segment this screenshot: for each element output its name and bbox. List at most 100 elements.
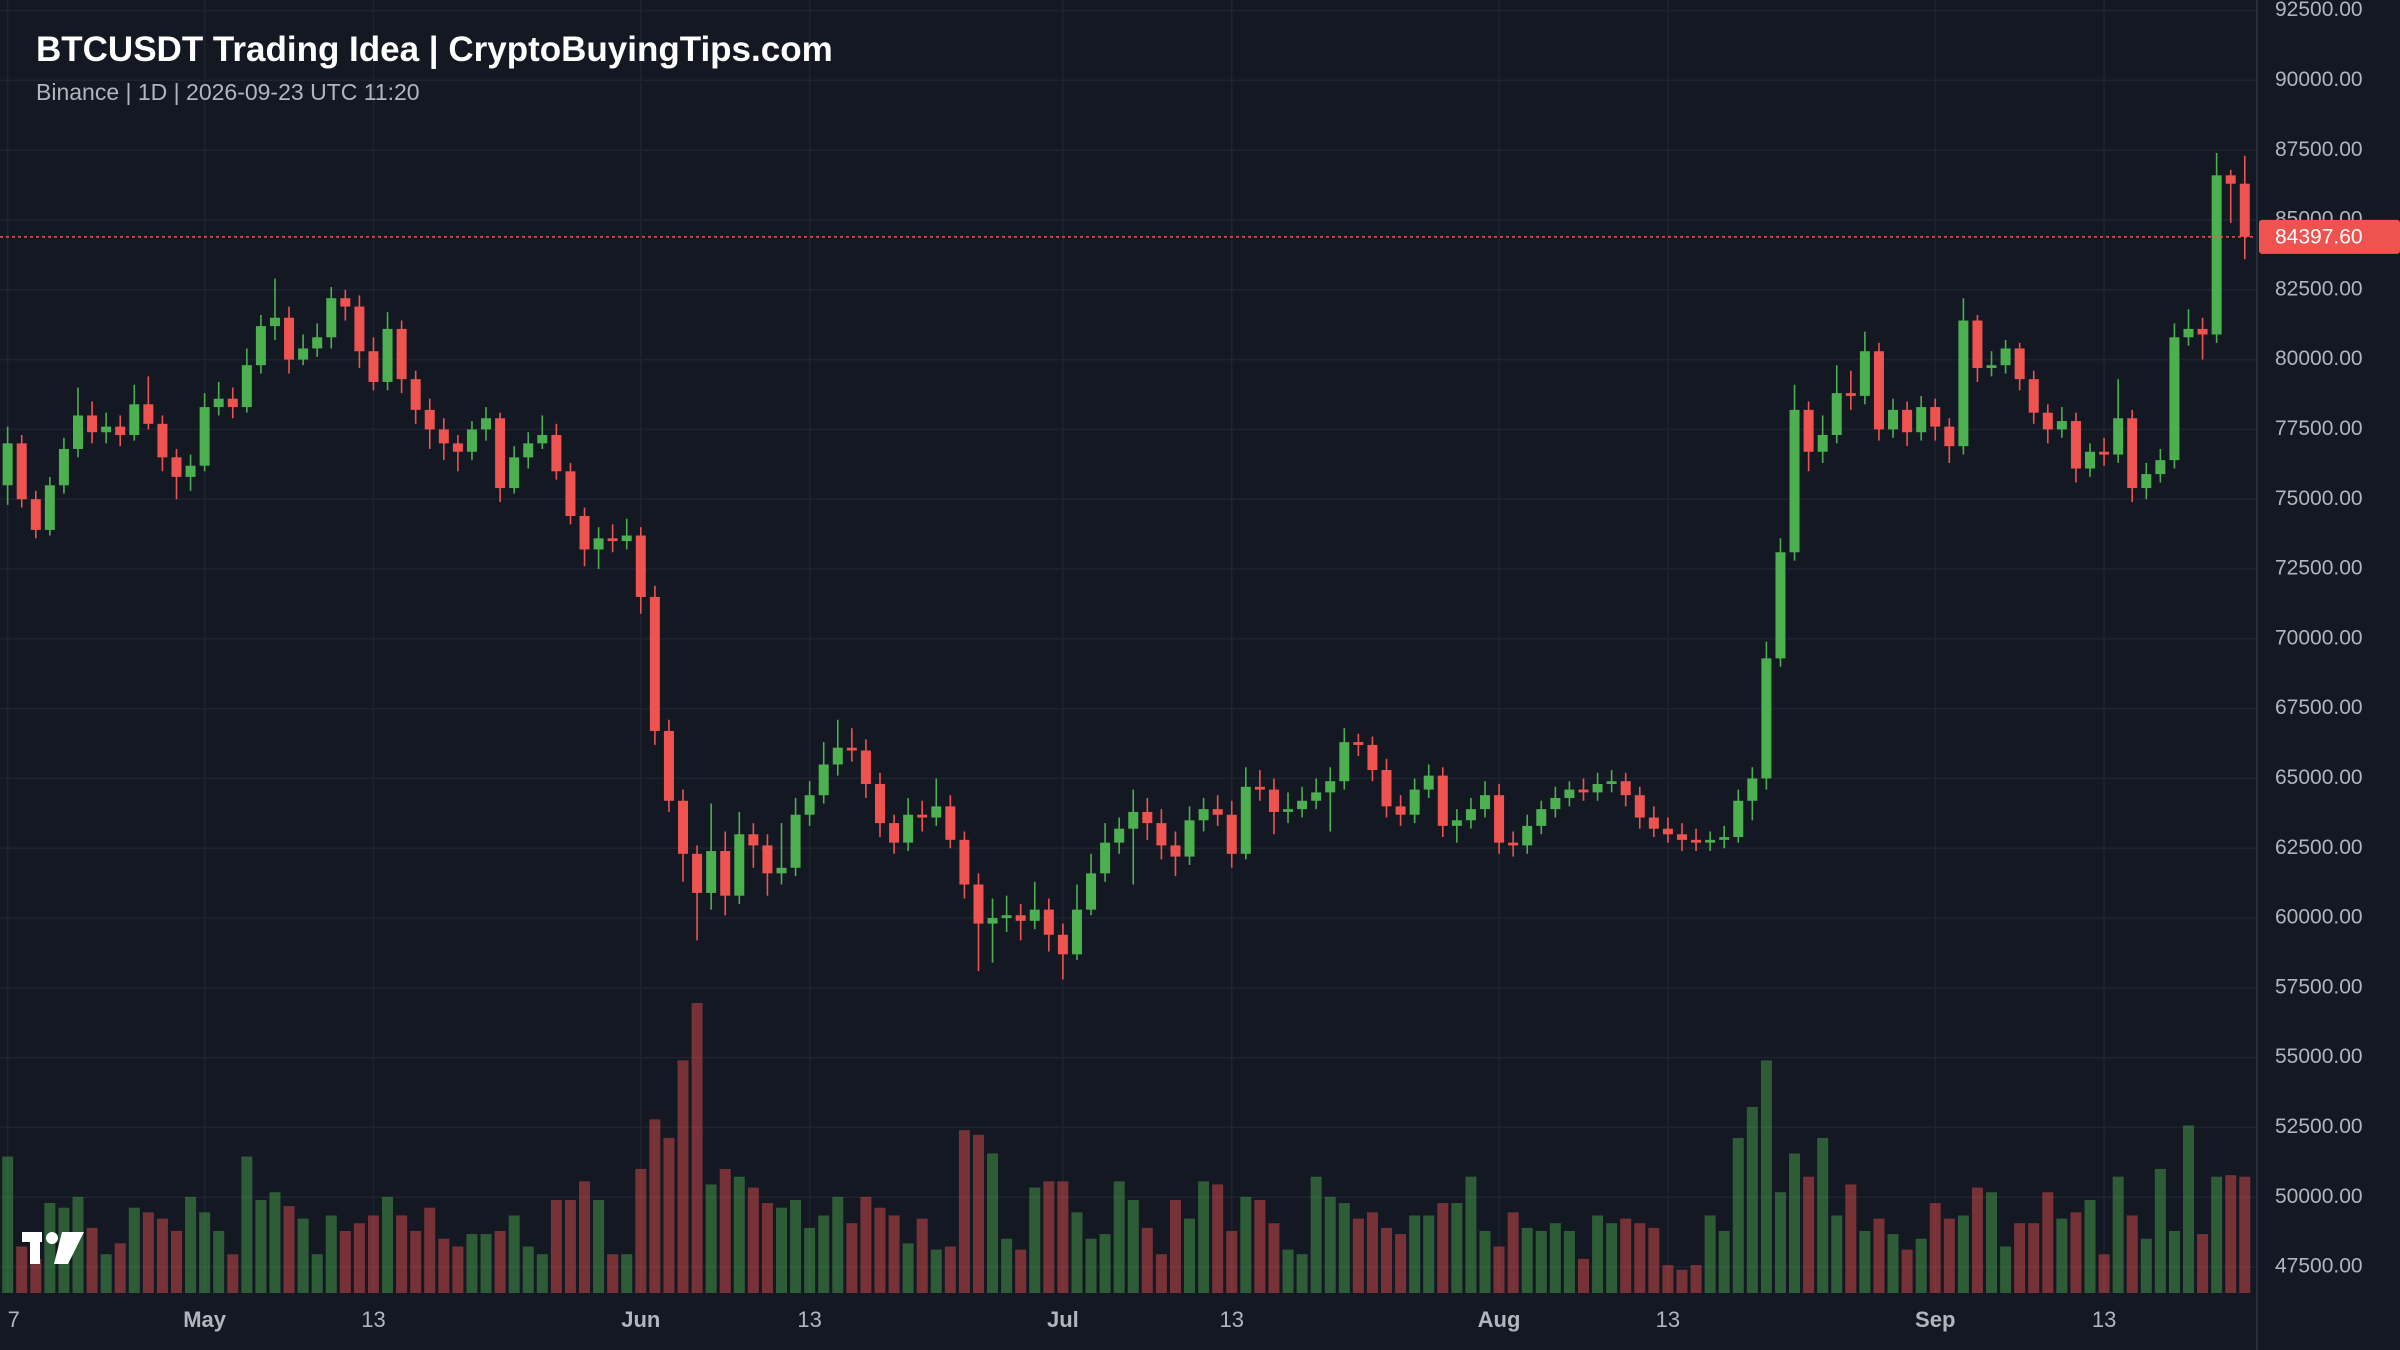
volume-bar bbox=[241, 1156, 253, 1293]
candle-body bbox=[1451, 820, 1462, 826]
candle-body bbox=[1972, 320, 1983, 368]
candle-body bbox=[762, 845, 773, 874]
candle-body bbox=[1381, 770, 1392, 807]
candle-body bbox=[579, 515, 590, 550]
candle-body bbox=[2070, 421, 2081, 469]
volume-bar bbox=[508, 1215, 520, 1293]
volume-bar bbox=[2140, 1238, 2152, 1293]
candle-body bbox=[1592, 784, 1603, 793]
volume-bar bbox=[1901, 1249, 1913, 1293]
volume-bar bbox=[16, 1246, 28, 1293]
price-axis: 47500.00 50000.00 52500.00 55000.00 57500.00… bbox=[2259, 0, 2400, 1278]
volume-bar bbox=[1971, 1187, 1983, 1293]
volume-bar bbox=[1549, 1223, 1561, 1293]
x-tick-label: 13 bbox=[1656, 1307, 1680, 1332]
candle-body bbox=[706, 851, 717, 893]
candle-body bbox=[1733, 800, 1744, 838]
volume-bar bbox=[2211, 1176, 2223, 1293]
candle-body bbox=[73, 415, 83, 449]
volume-bar bbox=[1395, 1234, 1407, 1293]
candle-body bbox=[692, 853, 703, 893]
volume-bar bbox=[128, 1207, 140, 1293]
candle-body bbox=[1015, 915, 1026, 921]
candle-body bbox=[2113, 418, 2124, 455]
volume-bar bbox=[494, 1230, 506, 1293]
candle-body bbox=[129, 404, 140, 436]
candle-body bbox=[1831, 393, 1842, 436]
candle-body bbox=[663, 730, 674, 801]
y-tick-label: 55000.00 bbox=[2275, 1045, 2363, 1068]
volume-bar bbox=[719, 1168, 731, 1293]
volume-bar bbox=[1943, 1218, 1955, 1293]
volume-bar bbox=[424, 1207, 436, 1293]
volume-bar bbox=[522, 1246, 534, 1293]
volume-bar bbox=[1029, 1187, 1041, 1293]
candle-body bbox=[1423, 775, 1434, 790]
volume-bar bbox=[2154, 1168, 2166, 1293]
volume-bar bbox=[100, 1254, 112, 1293]
volume-bar bbox=[2225, 1175, 2237, 1293]
logo-part bbox=[30, 1232, 40, 1264]
candle-body bbox=[1986, 365, 1997, 368]
candle-body bbox=[1634, 795, 1645, 818]
candle-body bbox=[340, 298, 351, 307]
volume-bar bbox=[466, 1234, 478, 1293]
candle-body bbox=[1297, 800, 1308, 810]
candle-body bbox=[298, 348, 309, 360]
volume-bar bbox=[691, 1003, 703, 1293]
volume-bar bbox=[86, 1227, 98, 1293]
volume-bar bbox=[142, 1212, 154, 1293]
candle-body bbox=[1944, 426, 1955, 447]
volume-layer bbox=[2, 1003, 2251, 1293]
volume-bar bbox=[1043, 1181, 1055, 1293]
x-tick-label: Jun bbox=[621, 1307, 660, 1332]
candle-body bbox=[621, 535, 632, 542]
volume-bar bbox=[635, 1168, 647, 1293]
y-tick-label: 70000.00 bbox=[2275, 626, 2363, 649]
candle-body bbox=[1240, 786, 1251, 854]
candle-body bbox=[1845, 393, 1856, 396]
candle-body bbox=[1564, 789, 1575, 798]
volume-bar bbox=[958, 1130, 970, 1293]
volume-bar bbox=[339, 1230, 351, 1293]
candle-body bbox=[438, 429, 449, 444]
volume-bar bbox=[480, 1234, 492, 1293]
candle-body bbox=[1029, 909, 1040, 921]
candle-body bbox=[30, 499, 41, 530]
candle-body bbox=[1916, 407, 1927, 433]
volume-bar bbox=[114, 1243, 126, 1293]
chart-subtitle: Binance | 1D | 2026-09-23 UTC 11:20 bbox=[36, 79, 420, 105]
volume-bar bbox=[1071, 1212, 1083, 1293]
volume-bar bbox=[761, 1203, 773, 1293]
candle-body bbox=[213, 398, 224, 408]
y-tick-label: 67500.00 bbox=[2275, 696, 2363, 719]
candle-body bbox=[1480, 795, 1490, 810]
y-tick-label: 62500.00 bbox=[2275, 836, 2363, 859]
x-tick-label: May bbox=[183, 1307, 227, 1332]
volume-bar bbox=[916, 1218, 928, 1293]
candle-body bbox=[537, 435, 548, 444]
candle-body bbox=[720, 851, 731, 896]
logo bbox=[22, 1232, 84, 1264]
volume-bar bbox=[1198, 1181, 1210, 1293]
candle-body bbox=[1268, 789, 1279, 812]
volume-bar bbox=[607, 1254, 619, 1293]
volume-bar bbox=[227, 1254, 239, 1293]
candle-body bbox=[917, 814, 928, 818]
volume-bar bbox=[1057, 1181, 1069, 1293]
volume-bar bbox=[156, 1218, 168, 1293]
candle-body bbox=[1522, 825, 1533, 846]
volume-bar bbox=[199, 1212, 211, 1293]
volume-bar bbox=[1409, 1215, 1421, 1293]
candle-body bbox=[2155, 460, 2166, 475]
last-price-label: 84397.60 bbox=[2275, 225, 2363, 248]
candle-body bbox=[368, 351, 379, 382]
volume-bar bbox=[1887, 1234, 1899, 1293]
volume-bar bbox=[1690, 1265, 1702, 1293]
volume-bar bbox=[579, 1181, 591, 1293]
x-tick-label: 7 bbox=[8, 1307, 20, 1332]
volume-bar bbox=[663, 1137, 675, 1293]
volume-bar bbox=[1226, 1230, 1238, 1293]
volume-bar bbox=[860, 1196, 872, 1293]
